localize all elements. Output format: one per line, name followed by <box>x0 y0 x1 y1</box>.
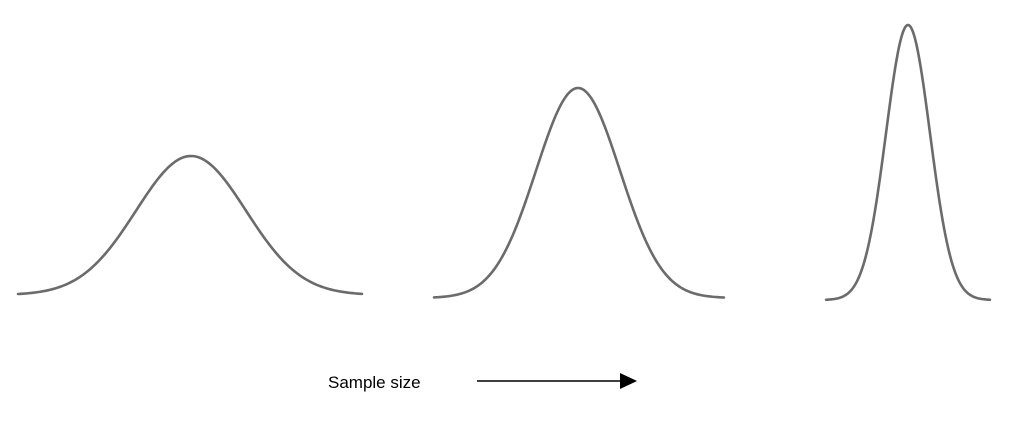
sample-size-label: Sample size <box>328 373 421 392</box>
bell-curve-medium-sample <box>432 86 726 299</box>
bell-curve-small-sample <box>16 154 364 296</box>
bell-curve-large-sample <box>824 23 992 302</box>
arrow-head-icon <box>620 373 637 389</box>
sample-size-arrow <box>477 373 637 389</box>
